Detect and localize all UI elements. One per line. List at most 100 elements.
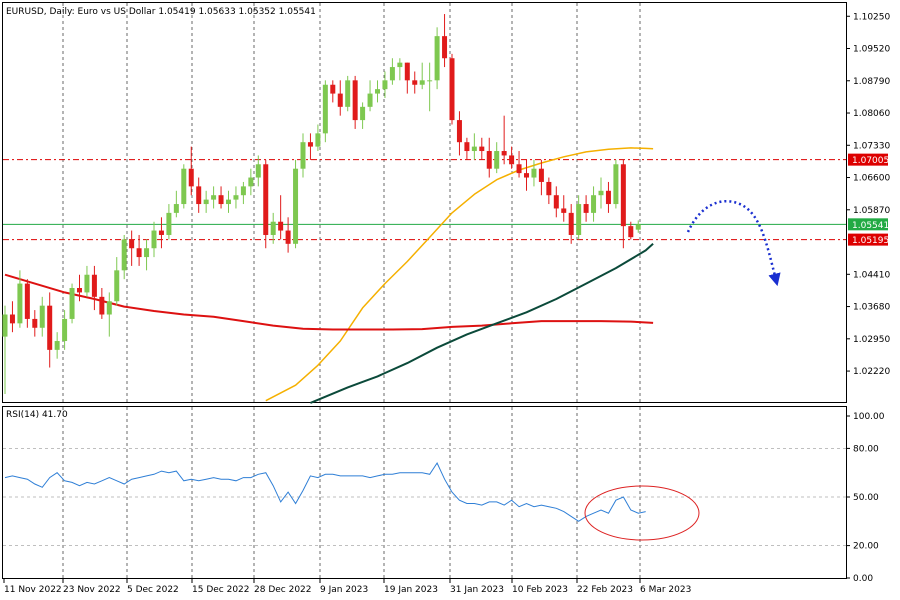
current-price-tag-label: 1.05541 — [852, 221, 889, 231]
price-tick-label: 1.05870 — [853, 206, 890, 216]
rsi-tick-label: 80.00 — [853, 444, 879, 454]
bull-candle — [591, 195, 597, 213]
date-label: 11 Nov 2022 — [4, 585, 62, 595]
ohlc-low: 1.05352 — [239, 7, 276, 17]
bull-candle — [233, 195, 239, 200]
ohlc-close: 1.05541 — [279, 7, 316, 17]
bull-candle — [613, 164, 619, 205]
bear-candle — [516, 164, 522, 174]
bull-candle — [598, 190, 604, 196]
price-tick-label: 1.06600 — [853, 174, 890, 184]
bull-candle — [531, 168, 537, 178]
price-panel-frame — [2, 2, 847, 403]
rsi-label: RSI(14) 41.70 — [6, 410, 68, 420]
bull-candle — [494, 151, 500, 169]
bear-candle — [412, 80, 418, 85]
timeframe: Daily — [50, 7, 73, 17]
bear-candle — [509, 155, 515, 165]
bear-candle — [568, 212, 574, 235]
bull-candle — [382, 80, 388, 90]
bull-candle — [300, 142, 306, 169]
bull-candle — [106, 301, 112, 315]
bear-candle — [218, 195, 224, 205]
price-tags: 1.07005 1.05541 1.05195 — [848, 153, 889, 246]
bull-candle — [69, 288, 75, 319]
bull-candle — [360, 106, 366, 121]
bear-candle — [561, 208, 567, 213]
bear-candle — [307, 142, 313, 147]
chart-header: EURUSD, Daily: Euro vs US Dollar 1.05419… — [6, 7, 316, 17]
bear-candle — [337, 93, 343, 107]
bear-candle — [486, 151, 492, 169]
current-price-tag — [848, 218, 888, 231]
bull-candle — [322, 84, 328, 134]
bear-candle — [278, 221, 284, 231]
forecast-arrow — [686, 200, 781, 287]
bull-candle — [471, 146, 477, 152]
bear-candle — [449, 58, 455, 121]
date-label: 5 Dec 2022 — [127, 585, 179, 595]
bear-candle — [129, 239, 135, 249]
bear-candle — [47, 305, 53, 350]
price-tick-label: 1.02220 — [853, 367, 890, 377]
bear-candle — [553, 195, 559, 209]
moving-average-3 — [310, 243, 654, 404]
ohlc-open: 1.05419 — [158, 7, 195, 17]
bull-candle — [389, 67, 395, 81]
bull-candle — [203, 199, 209, 205]
price-tick-label: 1.03680 — [853, 303, 890, 313]
price-axis: 1.10250 1.09520 1.08790 1.08060 1.07330 1.066… — [846, 12, 890, 377]
bear-candle — [404, 62, 410, 81]
support-price-tag-label: 1.05195 — [852, 236, 889, 246]
bull-candle — [39, 305, 45, 328]
rsi-tick-label: 100.00 — [853, 412, 885, 422]
price-tick-label: 1.07330 — [853, 141, 890, 151]
bull-candle — [173, 204, 179, 213]
bull-candle — [226, 199, 231, 205]
price-tick-label: 1.04410 — [853, 270, 890, 280]
bear-candle — [628, 226, 634, 238]
date-label: 6 Mar 2023 — [640, 585, 691, 595]
bull-candle — [293, 168, 299, 244]
moving-average-2 — [4, 273, 654, 331]
date-label: 23 Nov 2022 — [63, 585, 121, 595]
bull-candle — [345, 80, 351, 107]
candlesticks — [2, 14, 641, 395]
bull-candle — [211, 195, 217, 200]
bear-candle — [620, 164, 626, 227]
bull-candle — [427, 80, 433, 82]
bear-candle — [583, 204, 589, 213]
bull-candle — [2, 314, 8, 337]
bull-candle — [181, 168, 187, 205]
bear-candle — [501, 151, 507, 156]
bull-candle — [166, 212, 172, 235]
moving-average-1 — [265, 147, 654, 402]
bear-candle — [91, 274, 97, 297]
date-label: 19 Jan 2023 — [384, 585, 438, 595]
bear-candle — [196, 186, 202, 205]
bear-candle — [605, 190, 611, 205]
moving-averages — [4, 147, 654, 404]
bear-candle — [285, 230, 291, 244]
bull-candle — [367, 93, 373, 107]
bull-candle — [151, 230, 157, 249]
bear-candle — [99, 296, 105, 315]
bear-candle — [352, 80, 358, 121]
resistance-price-tag — [848, 153, 888, 166]
bull-candle — [255, 164, 261, 178]
rsi-tick-label: 20.00 — [853, 542, 879, 552]
bull-candle — [114, 270, 120, 302]
bear-candle — [77, 288, 82, 293]
bear-candle — [464, 142, 470, 152]
bull-candle — [375, 89, 380, 94]
bull-candle — [635, 224, 641, 230]
rsi-tick-label: 50.00 — [853, 493, 879, 503]
rsi-tick-label: 0.00 — [853, 574, 873, 584]
bear-candle — [9, 314, 15, 324]
rsi-panel: 100.00 80.00 50.00 20.00 0.00 — [3, 412, 885, 584]
rsi-panel-frame — [2, 406, 847, 579]
bear-candle — [538, 168, 544, 182]
bear-candle — [263, 164, 269, 235]
date-label: 9 Jan 2023 — [320, 585, 368, 595]
